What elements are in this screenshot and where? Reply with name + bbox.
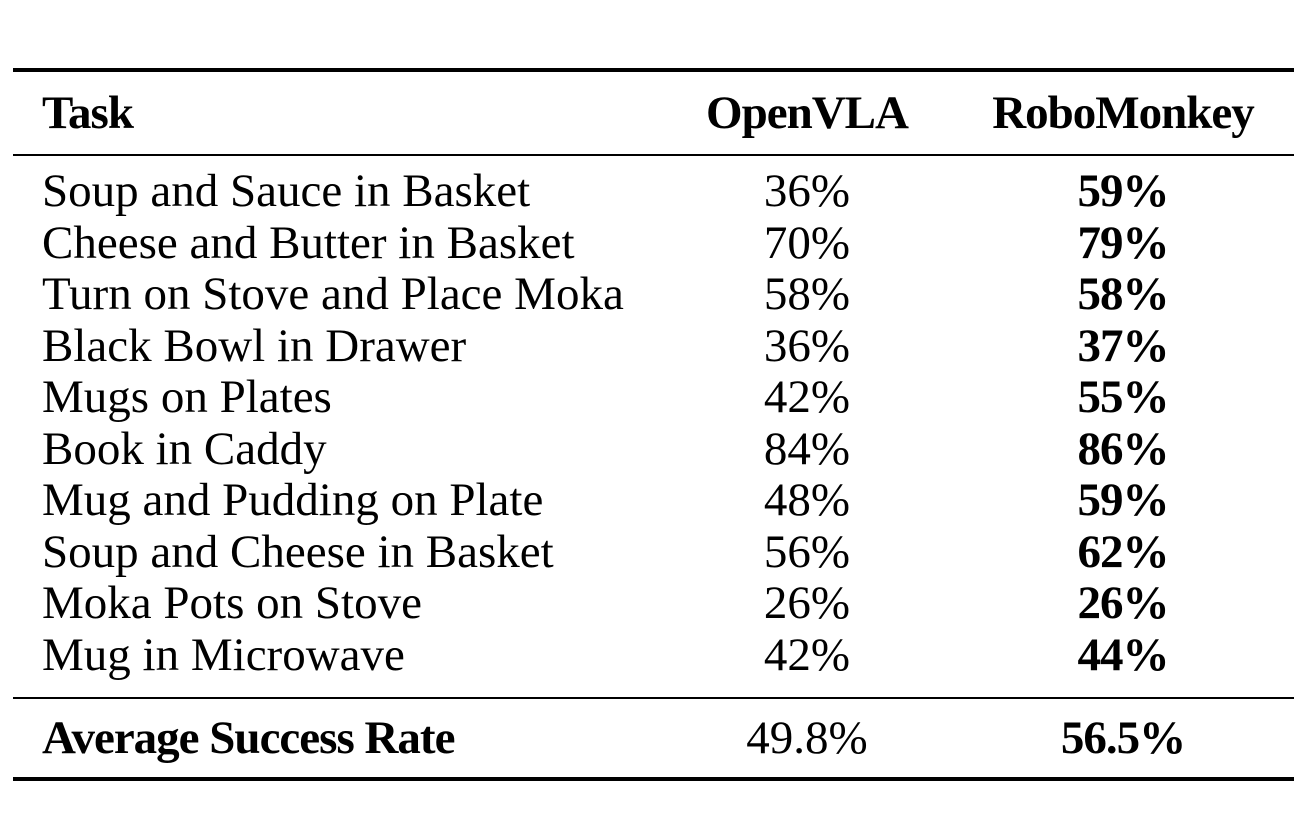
robomonkey-cell: 59%	[1077, 474, 1170, 526]
openvla-cell: 26%	[763, 577, 851, 629]
table-row: Mug in Microwave 42% 44%	[13, 628, 1294, 699]
table-body: Soup and Sauce in Basket 36% 59% Cheese …	[13, 155, 1294, 698]
task-cell: Mugs on Plates	[42, 371, 332, 423]
average-label: Average Success Rate	[42, 712, 455, 764]
table-row: Black Bowl in Drawer 36% 37%	[13, 319, 1294, 373]
robomonkey-cell: 59%	[1077, 165, 1170, 217]
table-row: Cheese and Butter in Basket 70% 79%	[13, 216, 1294, 270]
table-row: Mugs on Plates 42% 55%	[13, 371, 1294, 424]
task-cell: Mug and Pudding on Plate	[42, 474, 544, 526]
openvla-cell: 84%	[763, 422, 851, 475]
task-cell: Mug in Microwave	[42, 628, 405, 681]
task-cell: Black Bowl in Drawer	[42, 319, 467, 372]
table-row: Moka Pots on Stove 26% 26%	[13, 577, 1294, 630]
task-cell: Cheese and Butter in Basket	[42, 216, 575, 269]
openvla-cell: 36%	[763, 165, 851, 217]
task-cell: Turn on Stove and Place Moka	[42, 268, 624, 320]
table-row: Soup and Sauce in Basket 36% 59%	[13, 155, 1294, 218]
header-robomonkey: RoboMonkey	[992, 87, 1255, 139]
openvla-cell: 70%	[763, 216, 851, 269]
openvla-cell: 56%	[763, 525, 851, 578]
header-task: Task	[42, 87, 134, 139]
task-cell: Book in Caddy	[42, 422, 327, 475]
openvla-cell: 42%	[763, 371, 851, 423]
openvla-cell: 58%	[763, 268, 851, 320]
openvla-cell: 42%	[763, 628, 851, 681]
results-table: Task OpenVLA RoboMonkey Soup and Sauce i…	[13, 68, 1294, 781]
robomonkey-cell: 79%	[1077, 216, 1170, 269]
robomonkey-cell: 37%	[1077, 319, 1170, 372]
robomonkey-cell: 58%	[1077, 268, 1170, 320]
table-row: Turn on Stove and Place Moka 58% 58%	[13, 268, 1294, 321]
average-openvla: 49.8%	[746, 712, 868, 764]
openvla-cell: 36%	[763, 319, 851, 372]
task-cell: Soup and Cheese in Basket	[42, 525, 554, 578]
robomonkey-cell: 26%	[1077, 577, 1170, 629]
robomonkey-cell: 62%	[1077, 525, 1170, 578]
table-row: Soup and Cheese in Basket 56% 62%	[13, 525, 1294, 579]
table-row: Mug and Pudding on Plate 48% 59%	[13, 474, 1294, 527]
task-cell: Soup and Sauce in Basket	[42, 165, 531, 217]
task-cell: Moka Pots on Stove	[42, 577, 422, 629]
openvla-cell: 48%	[763, 474, 851, 526]
robomonkey-cell: 86%	[1077, 422, 1170, 475]
table-row: Book in Caddy 84% 86%	[13, 422, 1294, 476]
results-table-container: Task OpenVLA RoboMonkey Soup and Sauce i…	[13, 68, 1294, 781]
header-openvla: OpenVLA	[706, 87, 909, 139]
robomonkey-cell: 55%	[1077, 371, 1170, 423]
table-header-row: Task OpenVLA RoboMonkey	[13, 70, 1294, 155]
robomonkey-cell: 44%	[1077, 628, 1170, 681]
average-robomonkey: 56.5%	[1060, 712, 1186, 764]
average-row: Average Success Rate 49.8% 56.5%	[13, 698, 1294, 779]
